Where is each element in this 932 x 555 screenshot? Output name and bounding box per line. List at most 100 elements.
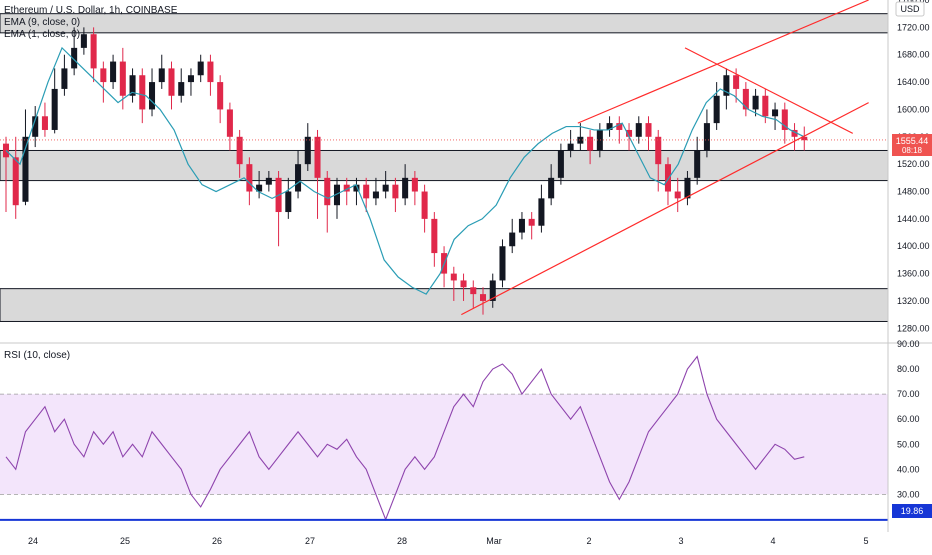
chart-legend: Ethereum / U.S. Dollar, 1h, COINBASE EMA… [4,5,178,361]
candle-body [684,177,691,199]
candle-body [577,136,584,144]
countdown-text: 08:18 [902,146,923,155]
candle-body [90,34,97,69]
candle-body [733,75,740,89]
time-tick-label: Mar [486,536,502,546]
candle-body [655,136,662,165]
candle-body [674,191,681,199]
candle-body [509,232,516,247]
candle-body [139,75,146,110]
candle-body [129,75,136,96]
time-tick-label: 5 [863,536,868,546]
candle-body [596,129,603,151]
price-tick-label: 1720.00 [897,22,930,32]
candle-body [51,88,58,130]
candle-body [71,47,78,69]
candle-body [762,95,769,117]
candle-body [100,68,107,83]
candle-body [382,184,389,192]
candle-body [110,61,117,83]
candle-body [742,88,749,110]
candle-body [265,177,272,185]
candle-body [149,82,156,110]
price-label: 1555.44 08:18 [892,134,932,156]
support-resistance-zone[interactable] [0,149,889,182]
candle-body [32,116,39,137]
candle-body [285,191,292,213]
rsi-tick-label: 70.00 [897,389,920,399]
time-tick-label: 3 [678,536,683,546]
candle-body [372,191,379,199]
candle-body [41,116,48,130]
chart-title: Ethereum / U.S. Dollar, 1h, COINBASE [4,5,178,16]
candle-body [489,280,496,301]
ema1-legend: EMA (1, close, 0) [4,29,80,40]
rsi-tick-label: 90.00 [897,339,920,349]
trendline[interactable] [577,0,869,124]
candle-body [197,61,204,76]
candle-body [431,218,438,254]
candle-body [723,75,730,96]
candle-body [61,68,68,89]
currency-label: USD [900,4,920,14]
candle-body [158,68,165,83]
last-price-text: 1555.44 [896,136,929,146]
candle-body [752,95,759,110]
price-pane [0,0,889,322]
candle-body [314,136,321,178]
support-resistance-zone[interactable] [0,13,889,34]
candle-body [402,177,409,199]
candle-body [713,95,720,124]
price-tick-label: 1640.00 [897,77,930,87]
rsi-series-line [5,355,805,521]
time-tick-label: 4 [770,536,775,546]
candle-body [460,280,467,288]
candle-body [168,68,175,96]
candle-body [557,150,564,178]
price-tick-label: 1400.00 [897,241,930,251]
price-tick-label: 1680.00 [897,50,930,60]
candle-body [567,143,574,151]
candle-body [791,129,798,137]
support-resistance-zone[interactable] [0,288,889,322]
candle-body [772,109,779,117]
rsi-legend: RSI (10, close) [4,350,70,361]
time-tick-label: 2 [586,536,591,546]
candle-body [421,191,428,219]
rsi-tick-label: 40.00 [897,464,920,474]
ema-series-line [5,46,805,295]
price-tick-label: 1520.00 [897,159,930,169]
ema9-legend: EMA (9, close, 0) [4,17,80,28]
candle-body [187,75,194,83]
candle-body [217,82,224,110]
trendline[interactable] [684,47,854,134]
candle-body [538,198,545,226]
candle-body [801,136,808,141]
usd-badge[interactable]: USD [895,1,925,17]
time-tick-label: 26 [212,536,222,546]
candle-body [411,177,418,192]
candle-body [236,136,243,165]
candle-body [645,123,652,137]
candle-body [626,129,633,137]
candle-body [22,136,29,202]
candle-body [635,123,642,137]
rsi-band [0,394,888,495]
candle-body [548,177,555,199]
candle-body [343,184,350,192]
rsi-tick-label: 60.00 [897,414,920,424]
candle-body [703,123,710,151]
candle-body [353,184,360,192]
price-tick-label: 1600.00 [897,104,930,114]
candle-body [392,184,399,199]
trendline[interactable] [461,102,869,316]
candle-body [606,123,613,130]
price-tick-label: 1280.00 [897,323,930,333]
candle-body [324,177,331,206]
candle-body [207,61,214,83]
candle-body [781,109,788,130]
price-tick-label: 1440.00 [897,214,930,224]
rsi-level-label: 19.86 [892,504,932,518]
